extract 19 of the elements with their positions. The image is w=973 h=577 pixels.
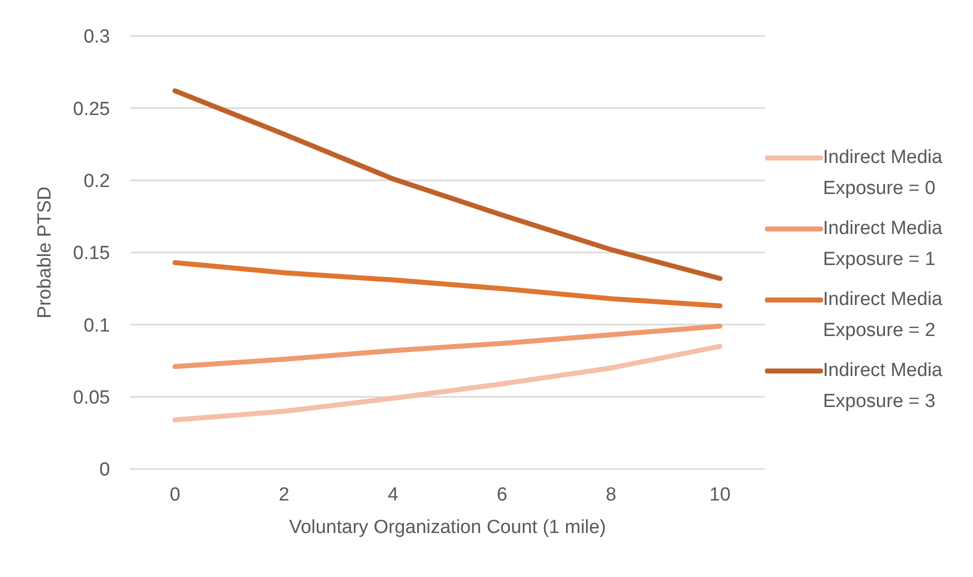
x-tick-label: 10 <box>709 484 731 506</box>
y-tick-label: 0.15 <box>73 243 110 264</box>
legend-label: Indirect Media Exposure = 2 <box>823 288 944 342</box>
y-tick-label: 0.1 <box>84 315 110 336</box>
y-tick-label: 0.2 <box>84 171 110 192</box>
legend-label: Indirect Media Exposure = 1 <box>823 216 944 272</box>
x-tick-label: 0 <box>170 484 180 506</box>
y-tick-label: 0 <box>99 460 110 481</box>
y-tick-label: 0.25 <box>73 98 110 120</box>
x-tick-label: 2 <box>278 484 290 506</box>
y-tick-label: 0.3 <box>84 26 110 48</box>
x-axis-title: Voluntary Organization Count (1 mile) <box>289 517 606 538</box>
legend-label: Indirect Media Exposure = 0 <box>823 146 944 200</box>
legend-label: Indirect Media Exposure = 3 <box>823 358 944 414</box>
x-tick-label: 6 <box>496 484 508 506</box>
y-axis-title: Probable PTSD <box>34 186 56 319</box>
x-tick-label: 4 <box>388 484 399 506</box>
y-tick-label: 0.05 <box>73 388 110 409</box>
x-tick-label: 8 <box>606 484 616 506</box>
